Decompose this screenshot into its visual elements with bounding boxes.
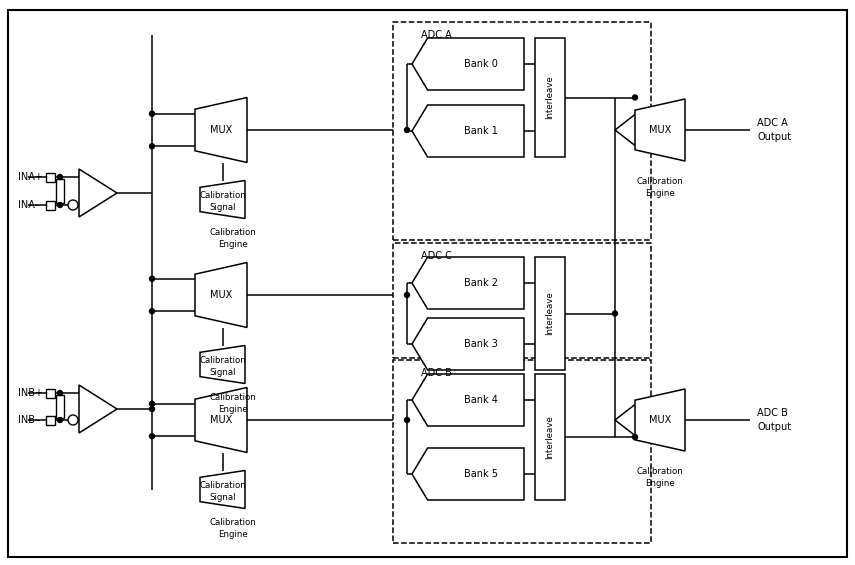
Polygon shape — [412, 38, 524, 90]
Polygon shape — [195, 263, 247, 328]
Circle shape — [150, 401, 155, 406]
Circle shape — [150, 308, 155, 314]
Polygon shape — [195, 98, 247, 163]
Polygon shape — [635, 389, 685, 451]
Circle shape — [150, 406, 155, 411]
Polygon shape — [79, 169, 117, 217]
Circle shape — [150, 276, 155, 281]
Text: Engine: Engine — [218, 405, 247, 414]
Circle shape — [68, 415, 78, 425]
Polygon shape — [200, 180, 245, 219]
Text: INB+: INB+ — [18, 388, 43, 398]
Text: INA+: INA+ — [18, 172, 43, 182]
Text: Engine: Engine — [218, 240, 247, 249]
Text: ADC B: ADC B — [757, 408, 787, 418]
Text: Calibration: Calibration — [199, 191, 246, 200]
Circle shape — [404, 418, 410, 423]
Text: ADC A: ADC A — [421, 30, 451, 40]
Circle shape — [404, 293, 410, 298]
Text: Engine: Engine — [646, 189, 675, 198]
Circle shape — [150, 434, 155, 439]
Text: INB–: INB– — [18, 415, 40, 425]
Polygon shape — [200, 471, 245, 508]
Text: MUX: MUX — [209, 125, 232, 135]
Circle shape — [57, 202, 62, 207]
Bar — [56, 395, 64, 418]
Text: Calibration: Calibration — [199, 356, 246, 365]
Text: Output: Output — [757, 422, 791, 432]
Text: Calibration: Calibration — [199, 481, 246, 490]
Polygon shape — [200, 346, 245, 384]
Circle shape — [612, 311, 617, 316]
Polygon shape — [412, 257, 524, 309]
Polygon shape — [412, 318, 524, 370]
Text: Calibration: Calibration — [637, 176, 683, 185]
Bar — [46, 415, 55, 424]
Polygon shape — [412, 448, 524, 500]
Circle shape — [633, 434, 638, 440]
Bar — [535, 374, 565, 500]
Text: Calibration: Calibration — [209, 393, 256, 402]
Circle shape — [404, 128, 410, 133]
Text: MUX: MUX — [649, 415, 671, 425]
Text: Calibration: Calibration — [209, 228, 256, 237]
Bar — [46, 201, 55, 210]
Bar — [56, 179, 64, 203]
Text: Calibration: Calibration — [637, 467, 683, 476]
Text: Signal: Signal — [209, 368, 236, 377]
Bar — [393, 243, 651, 358]
Text: MUX: MUX — [649, 125, 671, 135]
Text: Bank 2: Bank 2 — [463, 278, 498, 288]
Bar — [393, 22, 651, 240]
Text: Interleave: Interleave — [545, 415, 555, 459]
Text: Signal: Signal — [209, 493, 236, 502]
Circle shape — [150, 111, 155, 116]
Bar — [393, 360, 651, 543]
Circle shape — [57, 418, 62, 423]
Text: MUX: MUX — [209, 415, 232, 425]
Text: Bank 0: Bank 0 — [463, 59, 498, 69]
Text: Calibration: Calibration — [209, 518, 256, 527]
Text: ADC A: ADC A — [757, 118, 787, 128]
Text: ADC B: ADC B — [421, 368, 452, 378]
Circle shape — [57, 175, 62, 180]
Bar — [535, 38, 565, 157]
Circle shape — [68, 200, 78, 210]
Text: ADC C: ADC C — [421, 251, 452, 261]
Circle shape — [150, 144, 155, 149]
Text: INA–: INA– — [18, 200, 39, 210]
Text: Bank 5: Bank 5 — [463, 469, 498, 479]
Circle shape — [57, 390, 62, 395]
Text: Output: Output — [757, 132, 791, 142]
Text: Interleave: Interleave — [545, 76, 555, 119]
Text: Bank 3: Bank 3 — [463, 339, 498, 349]
Text: Interleave: Interleave — [545, 292, 555, 336]
Text: Engine: Engine — [218, 530, 247, 539]
Text: Signal: Signal — [209, 203, 236, 212]
Polygon shape — [79, 385, 117, 433]
Polygon shape — [195, 388, 247, 453]
Text: MUX: MUX — [209, 290, 232, 300]
Bar — [535, 257, 565, 370]
Circle shape — [633, 95, 638, 100]
Text: Engine: Engine — [646, 479, 675, 488]
Polygon shape — [412, 105, 524, 157]
Polygon shape — [635, 99, 685, 161]
Text: Bank 1: Bank 1 — [463, 126, 498, 136]
Text: Bank 4: Bank 4 — [463, 395, 498, 405]
Polygon shape — [412, 374, 524, 426]
Bar — [46, 172, 55, 181]
Bar — [46, 389, 55, 398]
